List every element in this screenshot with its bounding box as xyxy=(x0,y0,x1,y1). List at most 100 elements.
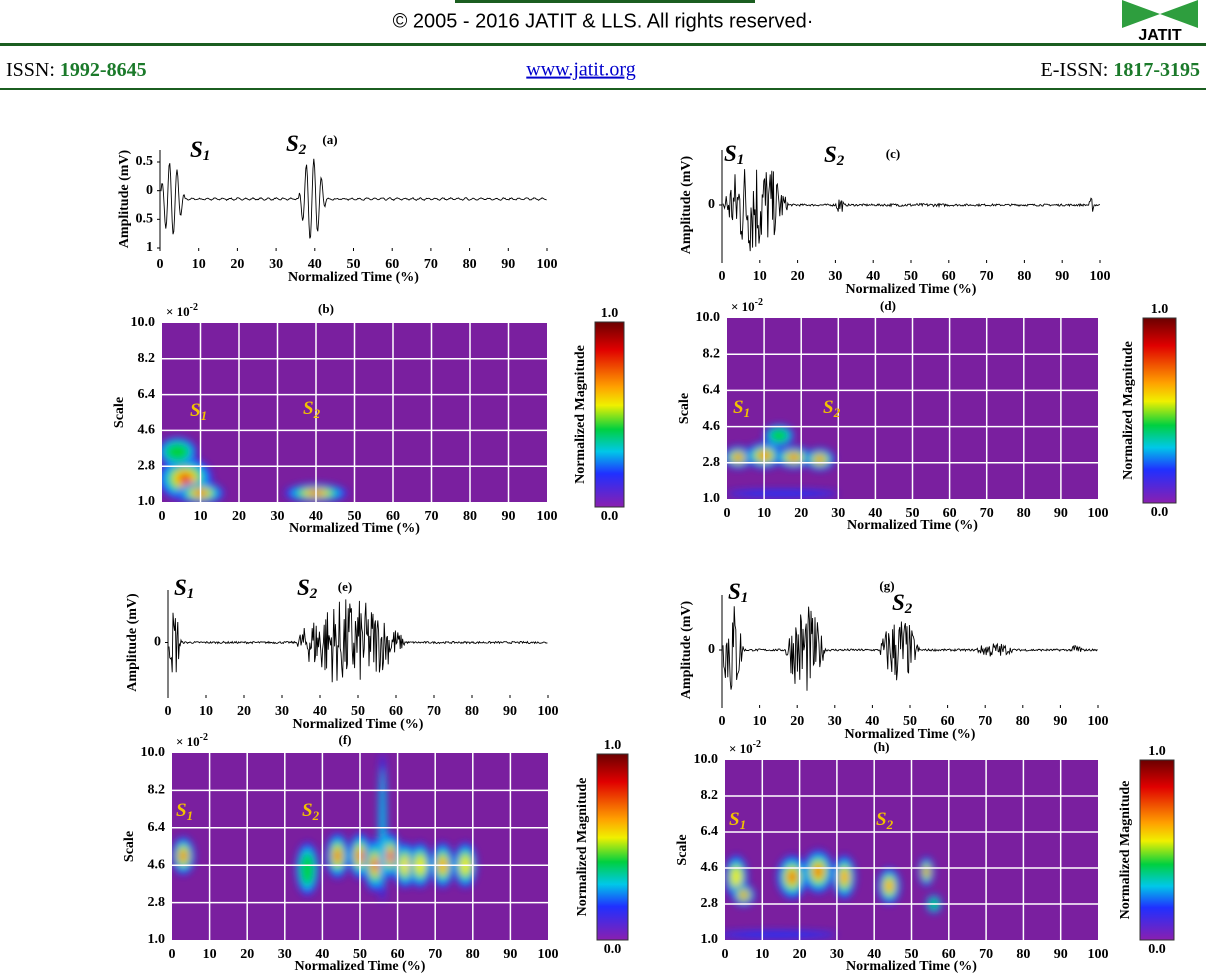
scalogram xyxy=(727,318,1098,499)
y-axis-label: Amplitude (mV) xyxy=(125,593,140,692)
issn-number: 1992-8645 xyxy=(60,59,147,81)
scale-factor-exp: -2 xyxy=(190,302,198,313)
x-tick-label: 80 xyxy=(1016,714,1030,729)
sound-marker-letter: S xyxy=(190,400,201,421)
y-axis-label: Scale xyxy=(677,393,692,424)
sound-marker-index: 1 xyxy=(740,817,747,832)
x-tick-label: 10 xyxy=(753,269,767,284)
x-axis-label: Normalized Time (%) xyxy=(847,518,978,533)
scalogram xyxy=(162,323,547,502)
energy-blob xyxy=(741,892,746,898)
sound-marker: S1 xyxy=(724,141,744,168)
y-tick-label: 1.0 xyxy=(701,932,719,947)
sound-marker-letter: S xyxy=(174,575,187,600)
colorbar-tick: 1.0 xyxy=(604,738,622,753)
y-tick-label: 8.2 xyxy=(701,788,719,803)
y-tick-label: 2.8 xyxy=(701,896,719,911)
sound-marker: S2 xyxy=(823,397,841,420)
colorbar xyxy=(1142,317,1177,504)
y-tick-label: 2.8 xyxy=(703,455,721,470)
x-tick-label: 0 xyxy=(722,947,729,962)
x-axis-label: Normalized Time (%) xyxy=(289,521,420,536)
x-tick-label: 20 xyxy=(790,714,804,729)
x-tick-label: 10 xyxy=(199,704,213,719)
x-tick-label: 60 xyxy=(943,506,957,521)
x-tick-label: 80 xyxy=(465,704,479,719)
x-tick-label: 90 xyxy=(503,704,517,719)
sound-marker-letter: S xyxy=(892,590,905,615)
energy-blob xyxy=(731,867,742,887)
y-tick-label: 8.2 xyxy=(138,351,156,366)
x-tick-label: 30 xyxy=(275,704,289,719)
sound-marker-letter: S xyxy=(286,131,299,156)
panel-label: (b) xyxy=(318,301,334,316)
x-tick-label: 40 xyxy=(867,947,881,962)
colorbar-tick: 0.0 xyxy=(604,942,622,957)
colorbar-tick: 1.0 xyxy=(1151,302,1169,317)
x-tick-label: 40 xyxy=(866,269,880,284)
figure-panel: × 10-2 1.0 0.0 Normalized Magnitude 0 10 20 30 4… xyxy=(677,297,1177,533)
y-tick-label: 8.2 xyxy=(148,783,166,798)
sound-marker-letter: S xyxy=(728,579,741,604)
x-tick-label: 90 xyxy=(503,947,517,962)
panel-label: (h) xyxy=(874,739,890,754)
energy-blob xyxy=(727,489,839,498)
energy-blob xyxy=(815,867,822,876)
scalogram xyxy=(725,760,1098,940)
x-tick-label: 40 xyxy=(313,704,327,719)
sound-marker-letter: S xyxy=(303,398,314,419)
sound-marker: S2 xyxy=(286,131,307,158)
sound-marker-letter: S xyxy=(302,800,313,821)
panel-label: (g) xyxy=(879,578,894,593)
scalogram-energy xyxy=(725,850,942,939)
x-tick-label: 10 xyxy=(192,257,206,272)
x-tick-label: 50 xyxy=(905,947,919,962)
energy-blob xyxy=(300,852,315,886)
y-tick-label: 0 xyxy=(154,635,161,650)
x-tick-label: 100 xyxy=(1088,714,1109,729)
x-tick-label: 0 xyxy=(157,257,164,272)
x-tick-label: 100 xyxy=(538,947,559,962)
y-tick-label: 10.0 xyxy=(131,315,156,330)
x-tick-label: 80 xyxy=(463,509,477,524)
sound-marker: S1 xyxy=(174,575,194,602)
header-rule xyxy=(0,88,1206,90)
figure-panel: × 10-2 1.0 0.0 Normalized Magnitude 0 10 20 30 4… xyxy=(122,732,629,974)
energy-blob xyxy=(769,428,789,443)
x-tick-label: 60 xyxy=(391,947,405,962)
x-axis-label: Normalized Time (%) xyxy=(845,727,976,742)
sound-marker: S1 xyxy=(190,137,210,164)
colorbar-tick: 0.0 xyxy=(1151,505,1169,520)
signal-trace xyxy=(168,599,548,683)
sound-marker-letter: S xyxy=(729,809,740,830)
scalogram-energy xyxy=(162,437,347,502)
x-tick-label: 90 xyxy=(1055,269,1069,284)
x-tick-label: 100 xyxy=(1088,947,1109,962)
journal-url[interactable]: www.jatit.org xyxy=(526,59,635,81)
y-tick-label: 0 xyxy=(146,183,153,198)
x-tick-label: 30 xyxy=(831,506,845,521)
energy-blob xyxy=(816,457,823,462)
x-tick-label: 0 xyxy=(719,269,726,284)
y-tick-label: 10.0 xyxy=(696,310,721,325)
colorbar-label: Normalized Magnitude xyxy=(573,345,588,484)
y-axis-label: Amplitude (mV) xyxy=(679,600,694,699)
sound-marker-index: 2 xyxy=(312,808,320,823)
y-tick-label: 4.6 xyxy=(701,860,719,875)
x-axis-label: Normalized Time (%) xyxy=(288,270,419,285)
y-tick-label: 1 xyxy=(146,240,153,255)
x-tick-label: 100 xyxy=(538,704,559,719)
y-tick-label: 0.5 xyxy=(136,212,154,227)
energy-blob xyxy=(387,851,393,861)
scale-factor-main: × 10 xyxy=(729,741,753,756)
x-tick-label: 60 xyxy=(386,509,400,524)
y-tick-label: 4.6 xyxy=(138,423,156,438)
x-tick-label: 40 xyxy=(315,947,329,962)
colorbar-label: Normalized Magnitude xyxy=(575,778,590,917)
sound-marker: S2 xyxy=(303,398,321,421)
y-tick-label: 2.8 xyxy=(148,895,166,910)
top-rule xyxy=(455,0,755,3)
y-axis-label: Scale xyxy=(122,831,137,862)
x-tick-label: 60 xyxy=(389,704,403,719)
